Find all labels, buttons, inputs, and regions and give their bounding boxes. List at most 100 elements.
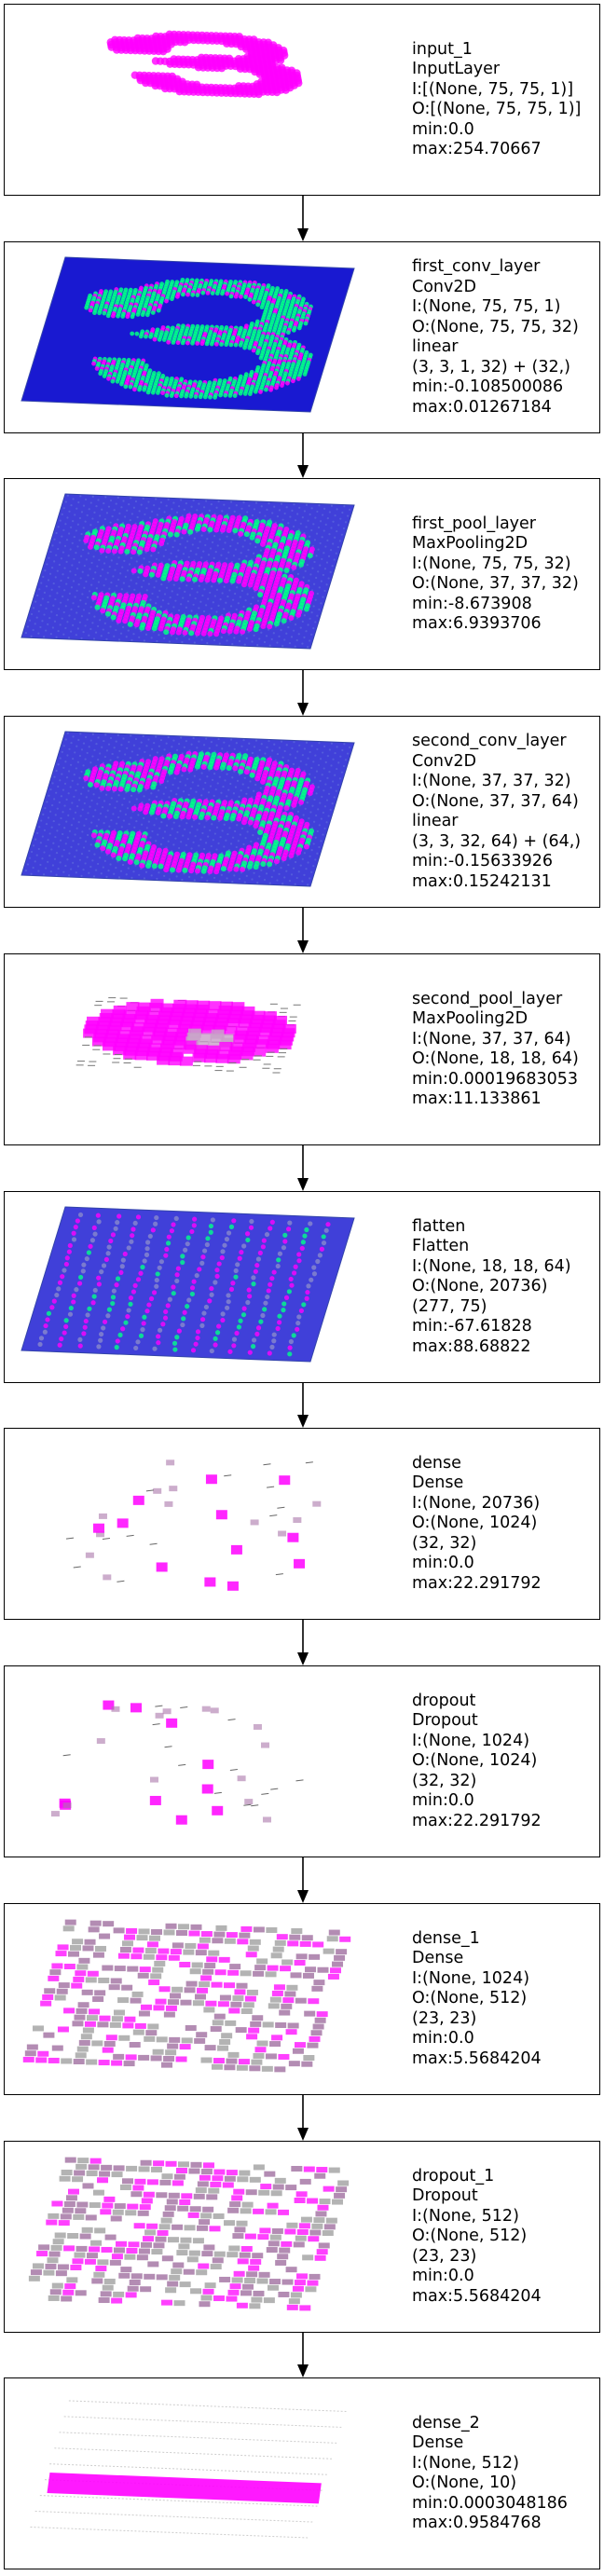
grid-cell — [80, 615, 84, 618]
activation-cell — [122, 618, 129, 624]
activation-cell — [232, 393, 238, 398]
grid-cell — [112, 553, 115, 555]
grid-cell — [101, 806, 104, 809]
grid-cell — [44, 569, 47, 572]
grid-cell — [108, 825, 111, 828]
grid-cell — [71, 802, 74, 804]
grid-cell — [133, 588, 136, 591]
grid-cell — [293, 741, 295, 744]
grid-cell — [168, 796, 171, 799]
grid-cell — [91, 755, 94, 758]
activation-cell — [160, 813, 167, 819]
flatten-cell — [126, 1308, 131, 1313]
grid-cell — [205, 819, 208, 822]
grid-cell — [192, 499, 195, 502]
grid-cell — [39, 842, 42, 844]
grid-cell — [62, 788, 65, 791]
grid-cell — [305, 763, 308, 766]
grid-cell — [84, 542, 87, 545]
grid-cell — [329, 570, 332, 573]
activation-cell — [296, 325, 302, 331]
grid-cell — [50, 848, 53, 851]
grid-cell — [235, 845, 238, 849]
grid-cell — [48, 855, 51, 857]
flatten-cell — [88, 1243, 93, 1249]
grid-cell — [150, 792, 153, 795]
grid-cell — [155, 557, 158, 560]
grid-cell — [63, 827, 66, 829]
activation-cell — [130, 787, 137, 793]
activation-cell — [172, 813, 179, 819]
grid-cell — [289, 515, 292, 518]
grid-cell — [163, 511, 166, 514]
flatten-cell — [171, 1222, 176, 1227]
activation-cell — [194, 630, 200, 637]
grid-cell — [61, 773, 63, 775]
grid-cell — [54, 814, 57, 816]
flatten-cell — [171, 1284, 176, 1290]
grid-cell — [155, 735, 158, 738]
grid-cell — [177, 549, 180, 552]
flatten-cell — [63, 1318, 69, 1323]
grid-cell — [70, 586, 74, 589]
grid-cell — [93, 615, 96, 618]
grid-cell — [163, 593, 167, 596]
grid-cell — [226, 595, 229, 598]
grid-cell — [82, 764, 85, 767]
grid-cell — [253, 789, 255, 792]
activation-cell — [140, 312, 145, 318]
activation-cell — [204, 815, 211, 821]
grid-cell — [317, 526, 321, 529]
grid-cell — [144, 788, 147, 791]
grid-cell — [76, 865, 79, 868]
grid-cell — [172, 783, 174, 787]
flatten-cell — [123, 1320, 129, 1325]
grid-cell — [165, 504, 168, 507]
activation-cell — [298, 799, 305, 805]
grid-cell — [307, 861, 309, 864]
flatten-cell — [59, 1336, 64, 1342]
grid-cell — [212, 601, 214, 604]
flatten-cell — [180, 1322, 185, 1328]
flatten-cell — [157, 1265, 162, 1270]
pooled-cell — [224, 1025, 238, 1035]
grid-cell — [79, 599, 82, 602]
grid-cell — [238, 774, 241, 776]
grid-cell — [221, 747, 224, 750]
grid-cell — [344, 521, 348, 524]
grid-cell — [216, 782, 219, 785]
activation-cell — [180, 292, 185, 297]
grid-cell — [47, 816, 50, 819]
grid-cell — [100, 553, 103, 555]
grid-cell — [30, 872, 33, 875]
grid-cell — [57, 547, 60, 551]
grid-cell — [336, 529, 338, 533]
grid-cell — [221, 510, 224, 513]
activation-cell — [204, 341, 210, 347]
grid-cell — [95, 743, 98, 746]
activation-cell — [207, 868, 213, 874]
activation-cell — [226, 628, 233, 635]
grid-cell — [48, 595, 51, 597]
grid-cell — [55, 873, 58, 876]
grid-cell — [164, 548, 167, 552]
grid-cell — [66, 858, 69, 861]
grid-cell — [213, 535, 216, 538]
flatten-cell — [209, 1292, 214, 1297]
grid-cell — [47, 601, 49, 604]
grid-cell — [215, 826, 219, 829]
grid-cell — [59, 519, 62, 522]
activation-cell — [198, 577, 204, 583]
activation-cell — [144, 546, 150, 553]
grid-cell — [326, 755, 329, 758]
layer-detail: linear — [412, 812, 459, 830]
grid-cell — [209, 829, 212, 832]
grid-cell — [117, 496, 119, 499]
grid-cell — [156, 877, 158, 881]
grid-cell — [309, 513, 311, 516]
grid-cell — [318, 608, 321, 611]
activation-cell — [267, 623, 273, 630]
grid-cell — [187, 555, 190, 558]
grid-cell — [140, 503, 143, 506]
grid-cell — [54, 576, 57, 579]
